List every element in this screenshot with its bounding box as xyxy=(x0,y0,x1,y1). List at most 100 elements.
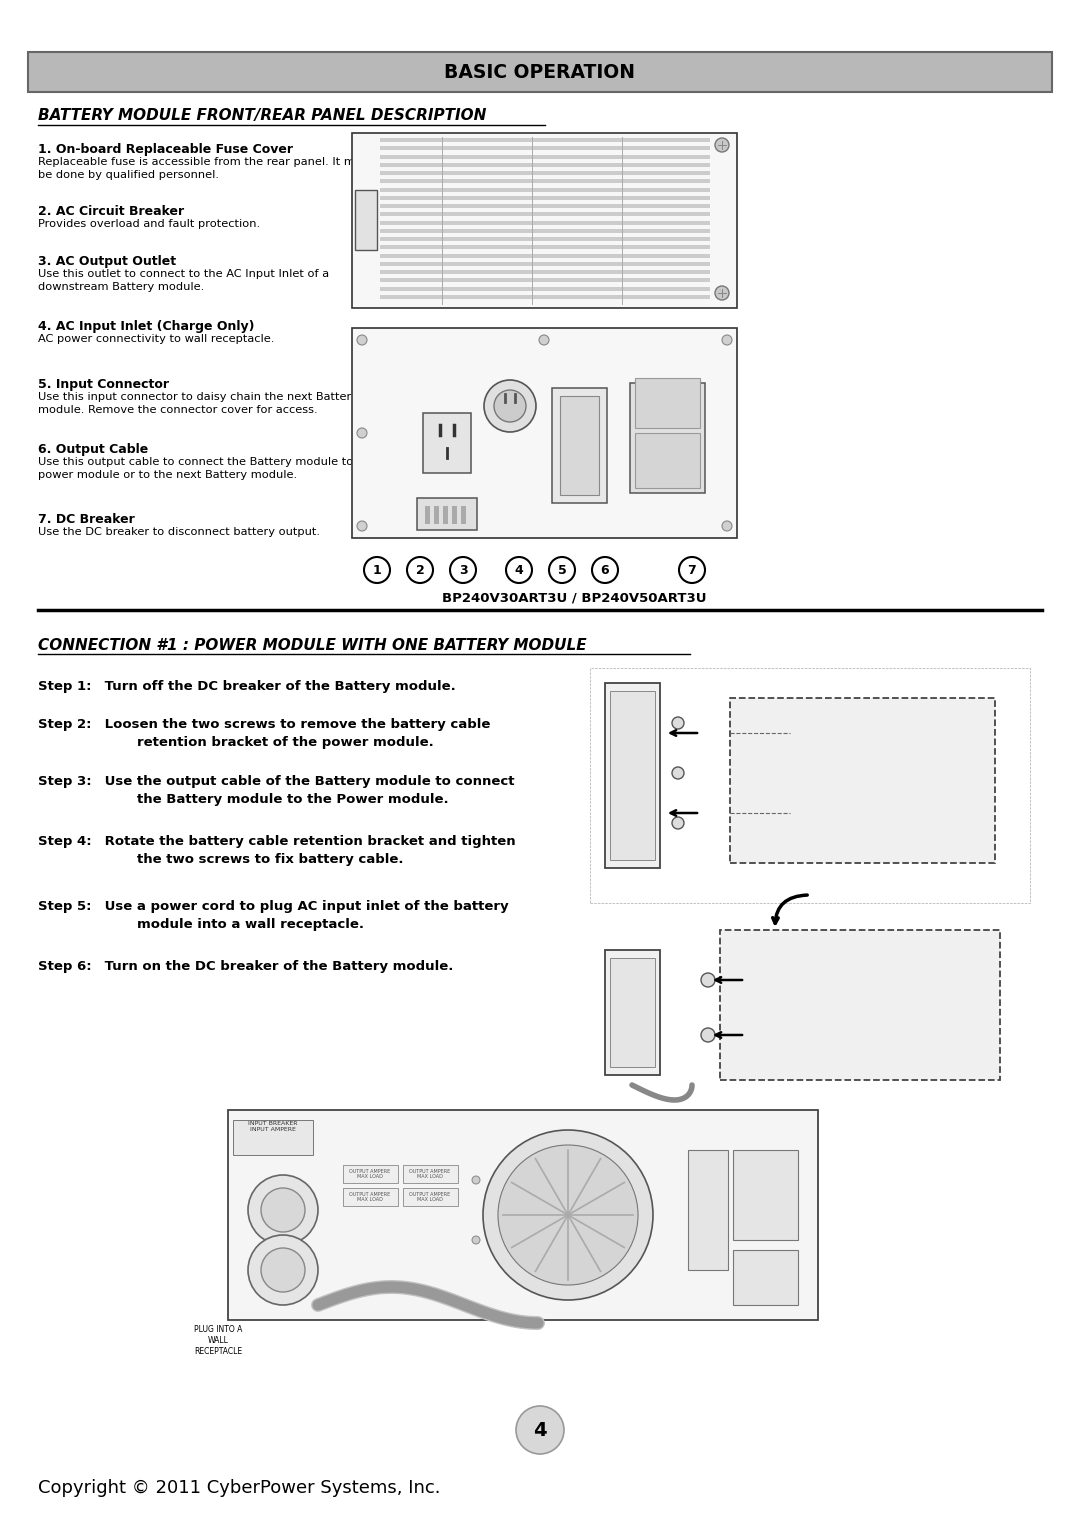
Text: Rotate the battery cable retention bracket and tighten
        the two screws to: Rotate the battery cable retention brack… xyxy=(100,834,515,866)
Text: Use the output cable of the Battery module to connect
        the Battery module: Use the output cable of the Battery modu… xyxy=(100,775,514,805)
Circle shape xyxy=(450,558,476,584)
Circle shape xyxy=(701,1028,715,1042)
Bar xyxy=(343,1187,399,1206)
Circle shape xyxy=(539,335,549,345)
Circle shape xyxy=(723,335,732,345)
Circle shape xyxy=(248,1175,318,1245)
Text: AC power connectivity to wall receptacle.: AC power connectivity to wall receptacle… xyxy=(38,335,274,344)
Circle shape xyxy=(484,380,536,432)
Circle shape xyxy=(357,428,367,439)
Circle shape xyxy=(672,817,684,830)
Circle shape xyxy=(723,521,732,532)
Text: BASIC OPERATION: BASIC OPERATION xyxy=(445,63,635,81)
Text: Use the DC breaker to disconnect battery output.: Use the DC breaker to disconnect battery… xyxy=(38,527,320,536)
Text: Step 4:: Step 4: xyxy=(38,834,92,848)
Bar xyxy=(380,147,710,150)
Circle shape xyxy=(357,521,367,532)
Text: Provides overload and fault protection.: Provides overload and fault protection. xyxy=(38,219,260,229)
Bar xyxy=(380,254,710,258)
Circle shape xyxy=(516,1406,564,1455)
Text: Use this input connector to daisy chain the next Battery
module. Remove the conn: Use this input connector to daisy chain … xyxy=(38,393,357,416)
Bar xyxy=(423,413,471,474)
Text: 7. DC Breaker: 7. DC Breaker xyxy=(38,513,135,526)
Bar xyxy=(380,270,710,274)
Text: Use this outlet to connect to the AC Input Inlet of a
downstream Battery module.: Use this outlet to connect to the AC Inp… xyxy=(38,269,329,292)
Text: Step 3:: Step 3: xyxy=(38,775,92,788)
Circle shape xyxy=(483,1131,653,1300)
Bar xyxy=(733,1250,798,1305)
Bar xyxy=(380,287,710,290)
Circle shape xyxy=(507,558,532,584)
Text: BATTERY MODULE FRONT/REAR PANEL DESCRIPTION: BATTERY MODULE FRONT/REAR PANEL DESCRIPT… xyxy=(38,108,486,122)
Text: Step 6:: Step 6: xyxy=(38,960,92,973)
Text: 6: 6 xyxy=(600,564,609,576)
Bar xyxy=(233,1120,313,1155)
Bar xyxy=(228,1109,818,1320)
Text: 2. AC Circuit Breaker: 2. AC Circuit Breaker xyxy=(38,205,184,219)
Bar xyxy=(552,388,607,503)
Circle shape xyxy=(357,335,367,345)
Text: 4: 4 xyxy=(534,1421,546,1439)
Circle shape xyxy=(498,1144,638,1285)
Circle shape xyxy=(261,1187,305,1232)
Bar xyxy=(28,52,1052,92)
Text: 1: 1 xyxy=(373,564,381,576)
Circle shape xyxy=(472,1236,480,1244)
Bar xyxy=(380,229,710,232)
Bar xyxy=(561,396,599,495)
Bar xyxy=(688,1151,728,1270)
Bar xyxy=(380,220,710,225)
Bar xyxy=(380,246,710,249)
Bar xyxy=(417,498,477,530)
Bar xyxy=(733,1151,798,1241)
Bar xyxy=(605,683,660,868)
Bar xyxy=(355,189,377,251)
Bar xyxy=(720,931,1000,1080)
Bar xyxy=(380,212,710,217)
Circle shape xyxy=(701,973,715,987)
Circle shape xyxy=(549,558,575,584)
Circle shape xyxy=(364,558,390,584)
Text: 3. AC Output Outlet: 3. AC Output Outlet xyxy=(38,255,176,267)
Bar xyxy=(380,295,710,299)
Bar xyxy=(380,196,710,200)
Text: Step 1:: Step 1: xyxy=(38,680,92,694)
Circle shape xyxy=(514,1177,522,1184)
Bar xyxy=(403,1187,458,1206)
Bar xyxy=(380,163,710,167)
Bar xyxy=(380,154,710,159)
Bar xyxy=(590,668,1030,903)
Circle shape xyxy=(672,767,684,779)
Bar xyxy=(426,506,430,524)
Circle shape xyxy=(472,1177,480,1184)
Text: BP240V30ART3U / BP240V50ART3U: BP240V30ART3U / BP240V50ART3U xyxy=(442,591,706,605)
Text: Use a power cord to plug AC input inlet of the battery
        module into a wal: Use a power cord to plug AC input inlet … xyxy=(100,900,509,931)
Bar xyxy=(610,691,654,860)
Bar xyxy=(352,133,737,309)
Text: INPUT BREAKER
INPUT AMPERE: INPUT BREAKER INPUT AMPERE xyxy=(248,1122,298,1132)
Text: Replaceable fuse is accessible from the rear panel. It must
be done by qualified: Replaceable fuse is accessible from the … xyxy=(38,157,373,180)
Bar xyxy=(380,278,710,283)
Bar xyxy=(434,506,438,524)
Bar xyxy=(380,205,710,208)
Circle shape xyxy=(514,1236,522,1244)
Bar xyxy=(380,237,710,241)
Text: OUTPUT AMPERE
MAX LOAD: OUTPUT AMPERE MAX LOAD xyxy=(349,1192,391,1203)
Bar xyxy=(461,506,465,524)
Text: Copyright © 2011 CyberPower Systems, Inc.: Copyright © 2011 CyberPower Systems, Inc… xyxy=(38,1479,441,1497)
Bar xyxy=(380,138,710,142)
Text: Loosen the two screws to remove the battery cable
        retention bracket of t: Loosen the two screws to remove the batt… xyxy=(100,718,490,749)
Bar xyxy=(352,329,737,538)
Bar xyxy=(630,384,705,494)
Text: Step 5:: Step 5: xyxy=(38,900,92,914)
Bar xyxy=(635,377,700,428)
Text: 3: 3 xyxy=(459,564,468,576)
Bar xyxy=(403,1164,458,1183)
Text: 5. Input Connector: 5. Input Connector xyxy=(38,377,168,391)
Circle shape xyxy=(261,1248,305,1293)
Bar xyxy=(443,506,448,524)
Bar xyxy=(635,432,700,487)
Text: Use this output cable to connect the Battery module to the
power module or to th: Use this output cable to connect the Bat… xyxy=(38,457,376,480)
Text: 4. AC Input Inlet (Charge Only): 4. AC Input Inlet (Charge Only) xyxy=(38,319,255,333)
Text: OUTPUT AMPERE
MAX LOAD: OUTPUT AMPERE MAX LOAD xyxy=(349,1169,391,1180)
